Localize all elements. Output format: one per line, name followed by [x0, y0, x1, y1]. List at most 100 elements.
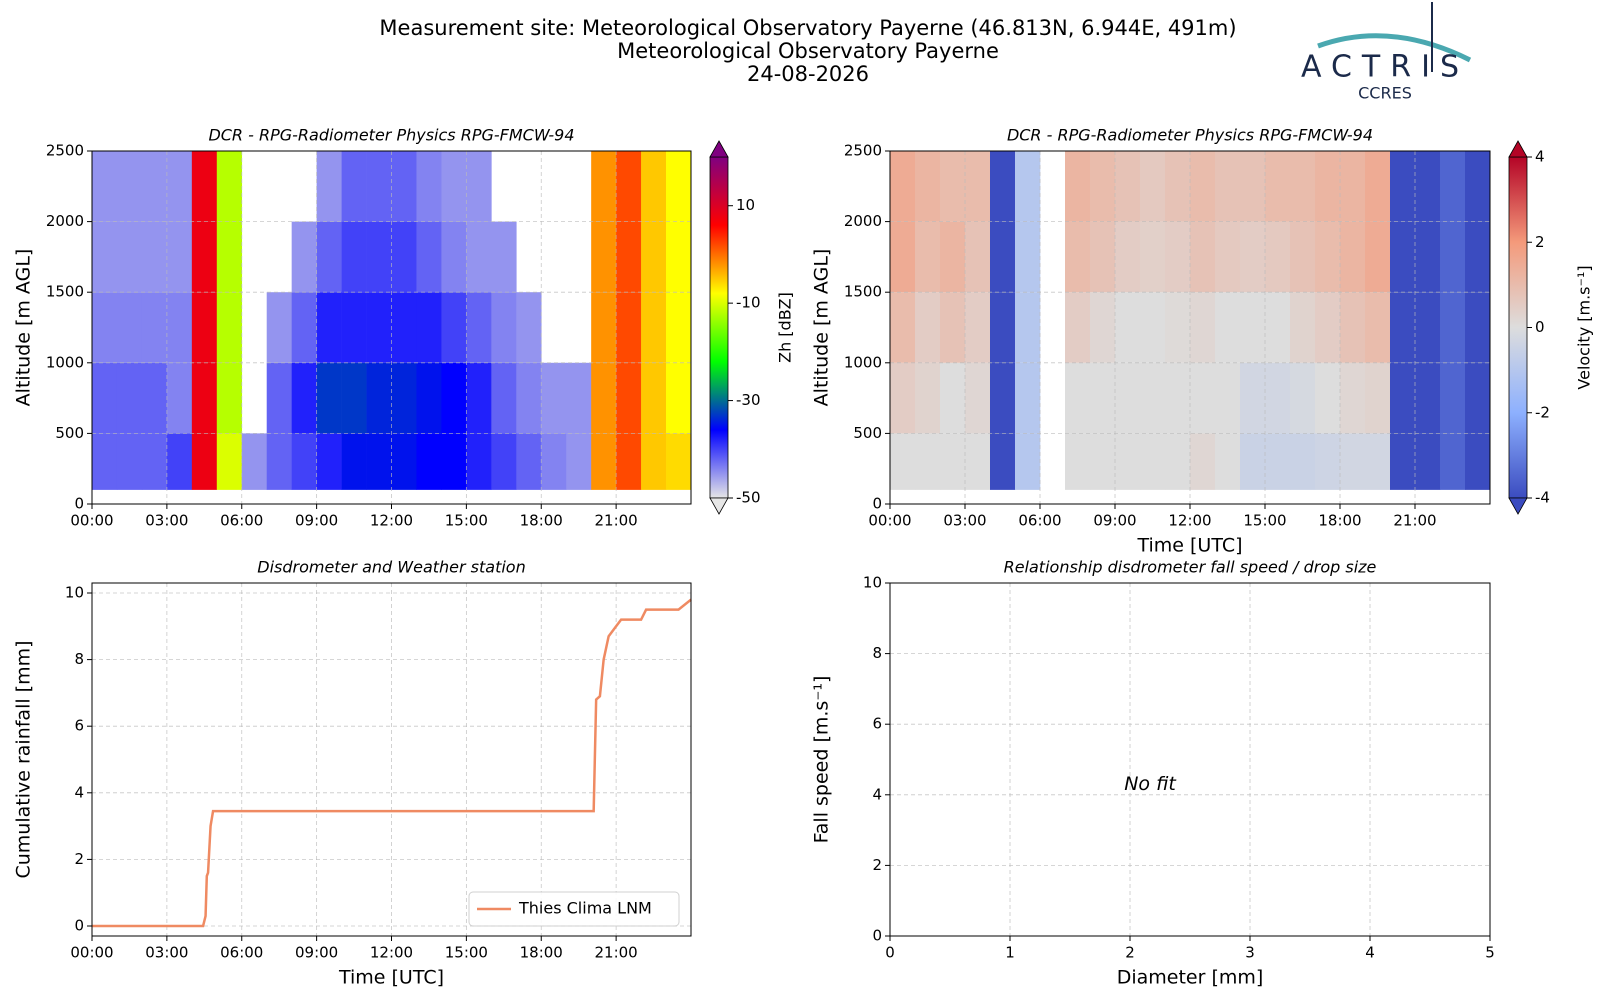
- heatmap-cell: [391, 362, 417, 434]
- heatmap-cell: [1390, 221, 1416, 293]
- colorbar-extend-top: [1508, 140, 1528, 158]
- heatmap-cell: [1365, 433, 1391, 490]
- heatmap-cell: [116, 221, 143, 293]
- heatmap-cell: [666, 151, 692, 222]
- heatmap-cell: [965, 292, 991, 363]
- logo-arc: [1317, 33, 1472, 63]
- heatmap-cell: [915, 433, 941, 490]
- heatmap-cell: [1465, 151, 1491, 222]
- y-tick-label: 1000: [844, 353, 882, 371]
- x-tick-label: 5: [1485, 944, 1495, 962]
- heatmap-cell: [441, 362, 467, 434]
- logo-name: ACTRIS: [1301, 50, 1469, 85]
- heatmap-cell: [890, 433, 916, 490]
- y-tick-label: 0: [74, 495, 84, 513]
- x-tick-label: 03:00: [943, 512, 986, 530]
- x-tick-label: 12:00: [1168, 512, 1211, 530]
- y-axis-label: Fall speed [m.s⁻¹]: [811, 676, 833, 844]
- heatmap-cell: [1015, 433, 1041, 490]
- x-tick-label: 21:00: [1393, 512, 1436, 530]
- heatmap-cell: [616, 362, 642, 434]
- heatmap-cell: [166, 433, 193, 490]
- heatmap-cell: [191, 433, 218, 490]
- x-tick-label: 21:00: [595, 512, 638, 530]
- x-axis-label: Time [UTC]: [338, 967, 444, 989]
- heatmap-cell: [391, 433, 417, 490]
- colorbar-tick-label: 2: [1535, 233, 1545, 251]
- heatmap-cell: [591, 292, 617, 363]
- heatmap-cell: [890, 362, 916, 434]
- legend-box: [468, 891, 680, 927]
- y-tick-label: 0: [74, 917, 84, 935]
- heatmap-cell: [491, 433, 517, 490]
- panel: 0 1 2 3 4 5 0 2 4 6 8 10 No fit Relationship disdrome…: [811, 558, 1495, 989]
- heatmap-cell: [391, 221, 417, 293]
- heatmap-cell: [291, 433, 317, 490]
- heatmap-cell: [1390, 151, 1416, 222]
- heatmap-cell: [965, 151, 991, 222]
- heatmap-cell: [1065, 221, 1091, 293]
- heatmap-cell: [915, 151, 941, 222]
- heatmap-cell: [1290, 362, 1316, 434]
- heatmap-cell: [466, 433, 492, 490]
- panel-title: Relationship disdrometer fall speed / dr…: [1004, 558, 1377, 577]
- colorbar: [709, 156, 729, 499]
- heatmap-cell: [990, 292, 1016, 363]
- heatmap-cell: [216, 362, 243, 434]
- heatmap-cell: [965, 362, 991, 434]
- heatmap-cell: [616, 433, 642, 490]
- heatmap-cell: [616, 292, 642, 363]
- y-tick-label: 6: [872, 715, 882, 733]
- x-tick-label: 00:00: [70, 944, 113, 962]
- heatmap-cell: [1340, 151, 1366, 222]
- heatmap-cell: [416, 433, 442, 490]
- heatmap-cell: [1140, 151, 1166, 222]
- heatmap-cell: [1065, 151, 1091, 222]
- heatmap-cell: [466, 362, 492, 434]
- heatmap-cell: [366, 151, 392, 222]
- heatmap-cell: [1315, 362, 1341, 434]
- heatmap-cell: [1215, 292, 1241, 363]
- heatmap-cell: [191, 221, 218, 293]
- heatmap-cell: [1015, 362, 1041, 434]
- x-tick-label: 15:00: [445, 512, 488, 530]
- heatmap-cell: [166, 151, 193, 222]
- heatmap-cell: [466, 292, 492, 363]
- plot-frame: [889, 150, 1491, 505]
- y-tick-label: 1500: [46, 283, 84, 301]
- heatmap-cell: [216, 433, 243, 490]
- heatmap-cell: [591, 151, 617, 222]
- panel: -50 -30 -10 10 Zh [dBZ] 00:00 03:00 06:00 09:00 1…: [13, 126, 795, 530]
- heatmap-cell: [1115, 151, 1141, 222]
- heatmap-cell: [1365, 151, 1391, 222]
- x-tick-label: 03:00: [145, 512, 188, 530]
- plot-frame: [889, 582, 1491, 937]
- heatmap-cell: [516, 362, 542, 434]
- heatmap-cell: [516, 433, 542, 490]
- heatmap-cell: [1390, 292, 1416, 363]
- heatmap-cell: [1440, 221, 1466, 293]
- x-tick-label: 21:00: [595, 944, 638, 962]
- colorbar-tick-label: -30: [736, 391, 761, 409]
- heatmap-cell: [491, 362, 517, 434]
- heatmap-cell: [641, 433, 667, 490]
- heatmap-cell: [1440, 292, 1466, 363]
- site-name: Meteorological Observatory Payerne: [617, 39, 999, 63]
- heatmap-cell: [1465, 221, 1491, 293]
- x-tick-label: 15:00: [445, 944, 488, 962]
- heatmap-cell: [1390, 362, 1416, 434]
- heatmap-cell: [541, 362, 567, 434]
- heatmap-cell: [566, 362, 592, 434]
- x-tick-label: 12:00: [370, 512, 413, 530]
- heatmap-cell: [191, 362, 218, 434]
- heatmap-cell: [915, 221, 941, 293]
- heatmap-cell: [92, 151, 118, 222]
- heatmap-cell: [1465, 292, 1491, 363]
- heatmap-cell: [92, 292, 118, 363]
- x-tick-label: 06:00: [1018, 512, 1061, 530]
- x-tick-label: 4: [1365, 944, 1375, 962]
- x-tick-label: 00:00: [868, 512, 911, 530]
- heatmap-cell: [441, 292, 467, 363]
- heatmap-cell: [141, 151, 168, 222]
